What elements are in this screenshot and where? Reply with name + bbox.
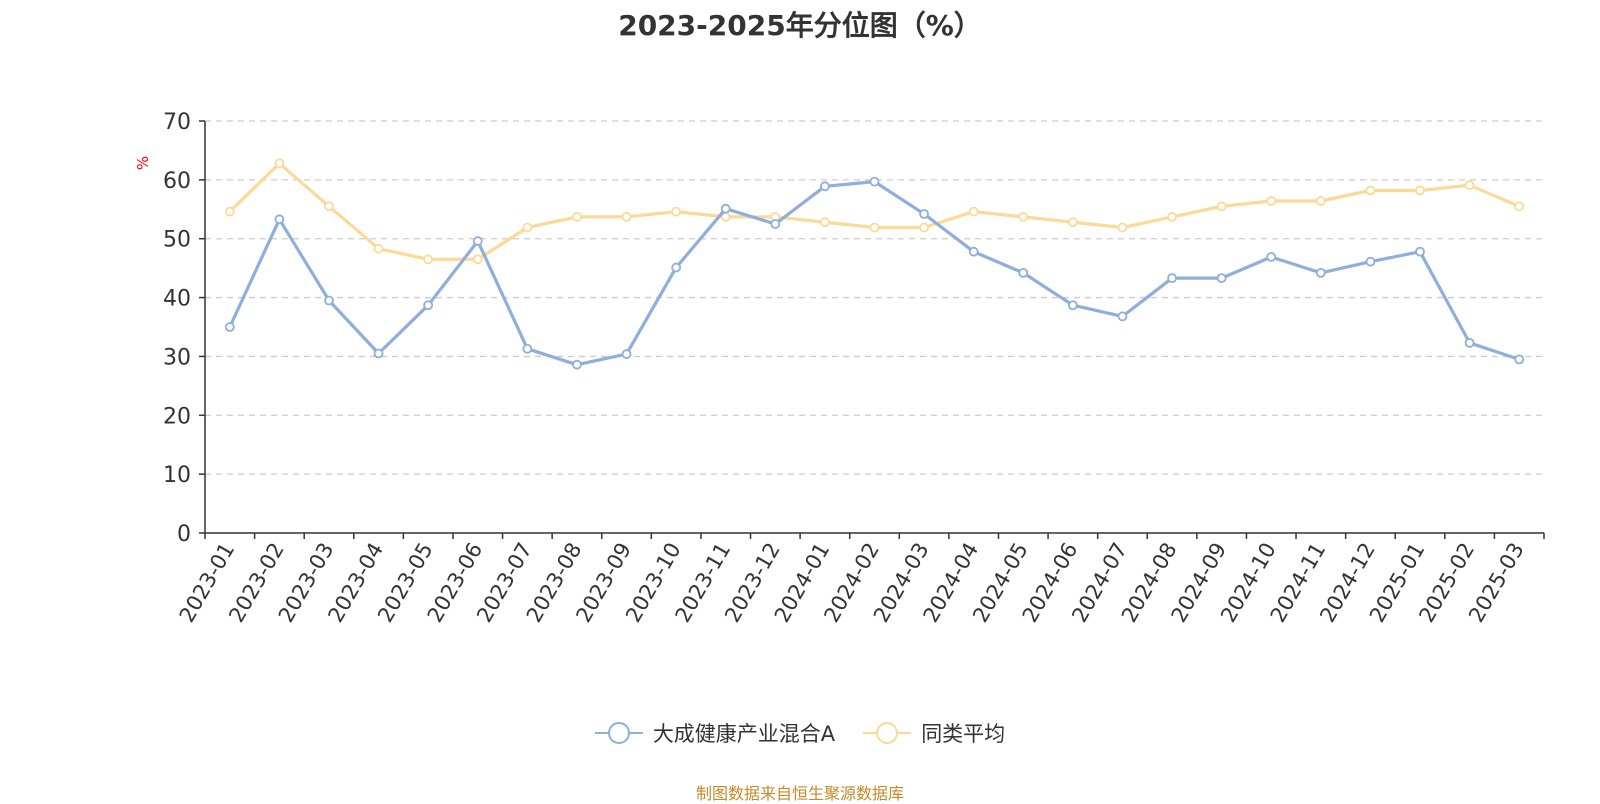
y-tick-label: 10 [163, 463, 191, 488]
data-point-fund [1464, 337, 1475, 348]
data-point-average [1464, 180, 1475, 191]
y-tick-label: 40 [163, 287, 191, 312]
data-point-average [324, 201, 334, 212]
data-point-fund [671, 262, 682, 273]
data-point-fund [869, 176, 880, 187]
legend-fund-circle-icon [594, 722, 643, 744]
data-point-average [919, 222, 929, 233]
data-point-average [572, 212, 582, 222]
data-point-fund [919, 209, 929, 219]
legend-label-fund: 大成健康产业混合A [652, 722, 836, 746]
data-point-average [373, 243, 384, 254]
data-point-fund [1266, 252, 1277, 262]
legend-item-average[interactable]: 同类平均 [863, 718, 1005, 748]
y-tick-label: 60 [163, 169, 191, 194]
data-point-average [968, 206, 979, 217]
data-point-fund [770, 219, 781, 229]
data-point-average [820, 217, 830, 228]
y-tick-label: 50 [163, 228, 191, 253]
data-point-fund [324, 295, 334, 306]
source-note: 制图数据来自恒生聚源数据库 [695, 784, 904, 803]
data-point-average [1167, 212, 1177, 222]
y-tick-label: 30 [163, 345, 191, 370]
data-point-average [1216, 201, 1227, 212]
legend-average-circle-icon [863, 722, 912, 744]
data-point-fund [274, 214, 285, 225]
data-point-average [1514, 201, 1525, 212]
data-point-average [423, 254, 434, 265]
data-point-average [869, 222, 880, 233]
chart-title: 2023-2025年分位图（%） [618, 9, 982, 42]
data-point-fund [1018, 267, 1029, 278]
data-point-fund [720, 203, 731, 214]
data-point-fund [472, 236, 483, 246]
y-tick-label: 20 [163, 404, 191, 429]
data-point-average [472, 254, 483, 265]
data-point-fund [1167, 273, 1177, 284]
y-tick-label: 70 [163, 110, 191, 135]
data-point-fund [522, 343, 533, 354]
data-point-fund [1216, 273, 1227, 284]
line-chart: % 0102030405060702023-012023-022023-0320… [134, 110, 1545, 626]
legend-item-fund[interactable]: 大成健康产业混合A [594, 718, 836, 748]
data-point-fund [1365, 256, 1376, 267]
data-point-average [522, 222, 533, 233]
data-point-fund [968, 246, 979, 257]
data-point-average [274, 158, 285, 169]
data-point-average [1415, 185, 1425, 196]
data-point-fund [621, 349, 632, 359]
legend: 大成健康产业混合A 同类平均 [0, 718, 1600, 748]
data-point-fund [373, 348, 384, 359]
data-point-fund [1315, 267, 1326, 278]
data-point-average [1365, 185, 1376, 196]
data-point-average [671, 206, 682, 217]
y-axis-label: % [134, 156, 152, 170]
data-point-fund [820, 181, 830, 192]
data-point-fund [572, 359, 582, 370]
data-point-fund [1067, 300, 1078, 311]
data-point-fund [1415, 246, 1425, 257]
series-line-fund [228, 180, 1520, 367]
data-point-fund [1514, 354, 1525, 365]
data-point-average [1117, 222, 1128, 233]
data-point-average [224, 206, 235, 217]
data-point-fund [224, 322, 235, 332]
data-point-average [1067, 217, 1078, 228]
data-point-fund [1117, 311, 1128, 322]
data-point-fund [423, 300, 434, 311]
data-point-average [621, 212, 632, 222]
legend-label-average: 同类平均 [921, 722, 1006, 746]
data-point-average [1266, 196, 1277, 206]
data-point-average [1315, 196, 1326, 206]
data-point-average [1018, 212, 1029, 222]
y-tick-label: 0 [177, 522, 191, 547]
